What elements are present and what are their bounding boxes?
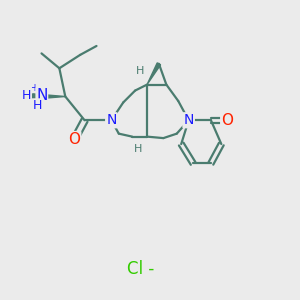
Text: O: O (221, 113, 233, 128)
Polygon shape (33, 94, 65, 99)
Text: H: H (135, 66, 144, 76)
Text: H: H (22, 89, 31, 102)
Text: N: N (106, 113, 116, 127)
Polygon shape (147, 63, 160, 85)
Text: O: O (68, 132, 80, 147)
Text: H: H (134, 143, 142, 154)
Text: Cl -: Cl - (128, 260, 155, 278)
Text: N: N (36, 88, 47, 103)
Text: H: H (32, 99, 42, 112)
Text: +: + (30, 83, 38, 93)
Text: N: N (184, 113, 194, 127)
